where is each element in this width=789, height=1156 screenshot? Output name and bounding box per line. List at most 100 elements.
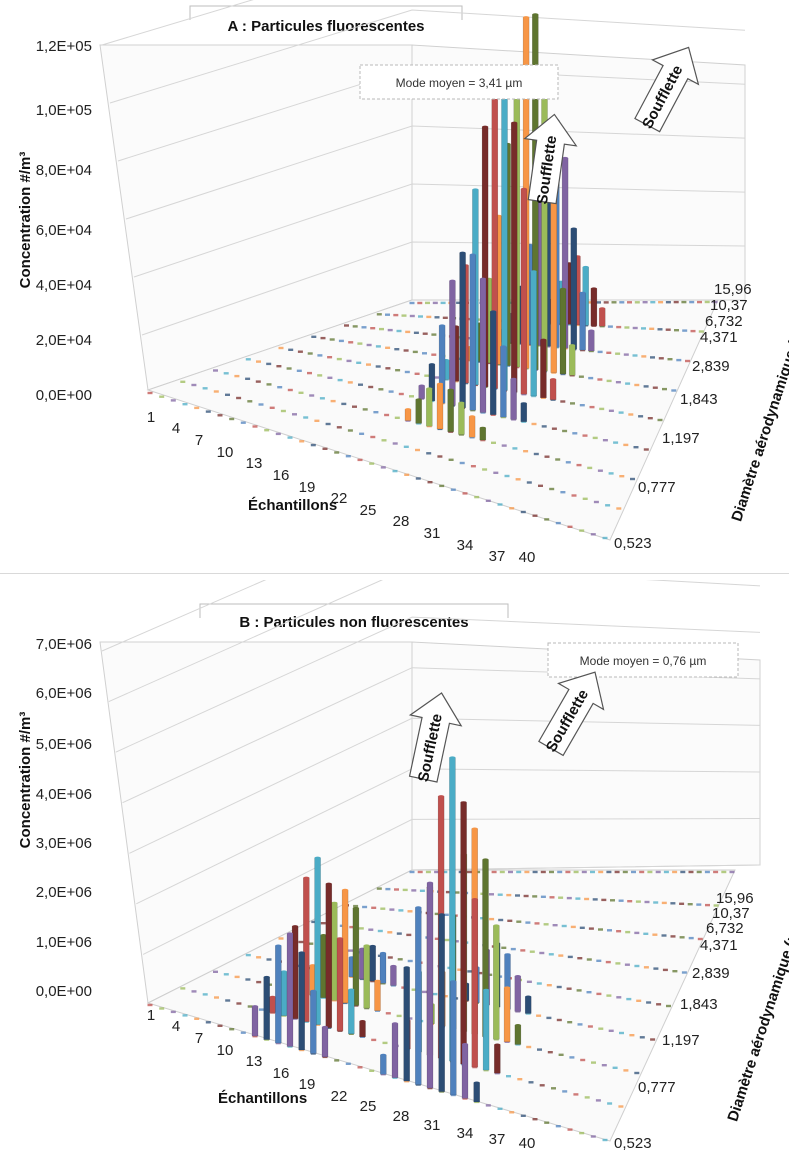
floor-marker bbox=[334, 451, 340, 454]
floor-marker bbox=[485, 1104, 491, 1107]
floor-marker bbox=[375, 1009, 380, 1012]
floor-marker bbox=[638, 415, 644, 418]
z-tick-label: 15,96 bbox=[714, 281, 752, 298]
bar bbox=[489, 311, 497, 415]
floor-marker bbox=[266, 958, 272, 961]
floor-marker bbox=[369, 1069, 375, 1072]
floor-marker bbox=[551, 427, 557, 430]
y-tick-label: 0,0E+00 bbox=[36, 983, 92, 1000]
floor-marker bbox=[606, 870, 612, 874]
floor-marker bbox=[362, 905, 368, 909]
bar bbox=[530, 271, 537, 397]
floor-marker bbox=[387, 931, 393, 934]
gridline bbox=[133, 183, 746, 278]
floor-marker bbox=[330, 399, 336, 403]
floor-marker bbox=[311, 335, 317, 338]
floor-marker bbox=[653, 967, 659, 970]
floor-marker bbox=[587, 466, 593, 470]
floor-marker bbox=[462, 1097, 468, 1100]
floor-marker bbox=[252, 1035, 258, 1038]
bar bbox=[251, 1006, 259, 1037]
floor-marker bbox=[394, 888, 399, 891]
floor-marker bbox=[442, 316, 448, 319]
floor-marker bbox=[296, 369, 302, 372]
floor-marker bbox=[348, 341, 354, 344]
y-tick-label: 5,0E+06 bbox=[36, 736, 92, 753]
floor-marker bbox=[264, 429, 270, 432]
floor-marker bbox=[590, 1135, 596, 1138]
x-tick-label: 16 bbox=[273, 467, 290, 484]
floor-marker bbox=[681, 300, 687, 304]
bar-cap bbox=[590, 287, 597, 290]
floor-marker bbox=[371, 906, 377, 909]
floor-marker bbox=[545, 345, 551, 348]
floor-marker bbox=[443, 913, 449, 916]
floor-marker bbox=[608, 1029, 614, 1032]
chart-panel-b: B : Particules non fluorescentes 7,0E+06… bbox=[0, 515, 789, 1152]
bar bbox=[570, 228, 578, 350]
floor-marker bbox=[615, 962, 621, 965]
x-axis-title: Échantillons bbox=[248, 497, 337, 514]
floor-marker bbox=[297, 350, 303, 353]
floor-marker bbox=[596, 301, 601, 304]
floor-marker bbox=[729, 870, 735, 874]
floor-marker bbox=[448, 430, 454, 433]
bar bbox=[447, 389, 454, 432]
floor-marker bbox=[459, 461, 465, 465]
floor-marker bbox=[616, 507, 622, 510]
bar-cap bbox=[415, 398, 422, 401]
gridline bbox=[125, 125, 746, 220]
floor-marker bbox=[292, 1017, 298, 1020]
soufflette-arrow: Soufflette bbox=[523, 113, 578, 205]
floor-marker bbox=[416, 422, 422, 425]
floor-marker bbox=[357, 342, 363, 345]
x-tick-label: 19 bbox=[299, 1076, 316, 1093]
floor-marker bbox=[403, 445, 409, 448]
soufflette-arrow: Soufflette bbox=[634, 46, 700, 133]
floor-marker bbox=[415, 477, 421, 480]
floor-marker bbox=[307, 371, 312, 375]
floor-marker bbox=[194, 406, 200, 410]
floor-marker bbox=[558, 896, 564, 899]
floor-marker bbox=[370, 435, 376, 439]
floor-marker bbox=[466, 870, 472, 874]
floor-marker bbox=[573, 1093, 579, 1096]
bar bbox=[436, 383, 444, 430]
floor-marker bbox=[556, 1018, 562, 1022]
floor-marker bbox=[549, 896, 555, 899]
z-tick-label: 0,523 bbox=[614, 535, 652, 552]
bar bbox=[286, 933, 294, 1047]
bar-cap bbox=[494, 1043, 501, 1046]
title-bracket bbox=[199, 603, 509, 618]
floor-marker bbox=[205, 410, 211, 413]
bar bbox=[493, 925, 500, 1040]
floor-marker bbox=[191, 990, 197, 993]
floor-marker bbox=[344, 324, 349, 327]
floor-marker bbox=[501, 444, 507, 447]
bar bbox=[479, 278, 487, 413]
floor-marker bbox=[626, 997, 632, 1001]
floor-marker bbox=[649, 327, 655, 330]
bar-cap bbox=[437, 382, 443, 386]
bar bbox=[524, 996, 532, 1014]
bar-cap bbox=[280, 970, 287, 973]
floor-marker bbox=[286, 367, 292, 370]
floor-marker bbox=[536, 982, 542, 985]
floor-marker bbox=[223, 372, 229, 375]
floor-marker bbox=[409, 870, 415, 874]
x-tick-label: 13 bbox=[246, 1053, 263, 1070]
floor-marker bbox=[310, 443, 316, 447]
floor-marker bbox=[598, 870, 604, 874]
floor-marker bbox=[404, 1080, 410, 1083]
bar-cap bbox=[322, 1025, 328, 1029]
floor-marker bbox=[597, 350, 603, 354]
floor-marker bbox=[561, 924, 567, 928]
floor-marker bbox=[610, 899, 615, 902]
floor-marker bbox=[407, 1017, 413, 1020]
z-tick-label: 4,371 bbox=[700, 329, 738, 346]
floor-marker bbox=[584, 897, 590, 901]
x-tick-label: 7 bbox=[195, 1030, 203, 1047]
floor-marker bbox=[370, 327, 376, 330]
floor-marker bbox=[643, 932, 649, 935]
floor-marker bbox=[558, 1053, 564, 1056]
